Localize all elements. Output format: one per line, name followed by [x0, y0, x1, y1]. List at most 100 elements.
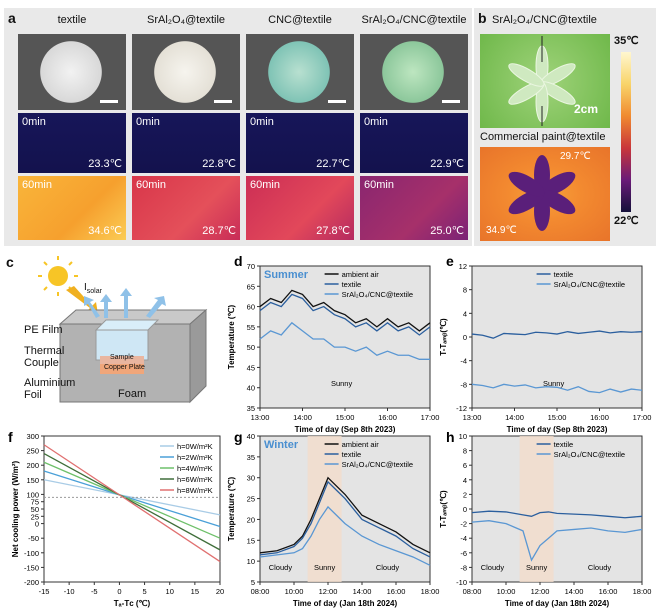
legend-label: textile — [342, 450, 362, 459]
y-tick-label: 35 — [247, 404, 255, 413]
series-line — [259, 293, 431, 336]
legend-label: h=4W/m²K — [177, 464, 213, 473]
y-tick-label: 65 — [247, 282, 255, 291]
temp-label: 22.9℃ — [430, 158, 464, 170]
aluminium-label: Aluminium — [24, 377, 76, 389]
legend-label: textile — [554, 440, 574, 449]
temp-label: 27.8℃ — [316, 225, 350, 237]
x-axis-label: Time of day (Jan 18th 2024) — [505, 599, 610, 608]
time-label: 0min — [364, 116, 388, 128]
annotation: Cloudy — [481, 563, 505, 572]
x-tick-label: 13:00 — [463, 413, 482, 422]
y-axis-label: T-Tₐₘᵦ(℃) — [439, 318, 448, 356]
sunny-band — [307, 436, 342, 582]
scale-bar — [442, 100, 460, 103]
x-tick-label: 14:00 — [565, 587, 584, 596]
x-tick-label: 12:00 — [531, 587, 550, 596]
x-tick-label: 16:00 — [387, 587, 406, 596]
series-line — [471, 330, 643, 339]
panel-label: h — [446, 429, 455, 445]
solar-symbol: I — [84, 282, 87, 293]
x-tick-label: 10:00 — [497, 587, 516, 596]
y-tick-label: 40 — [247, 384, 255, 393]
series-line — [43, 470, 221, 528]
pe-film-label: PE Film — [24, 324, 63, 336]
series-line — [259, 476, 431, 554]
time-label: 0min — [22, 116, 46, 128]
solar-subscript: solar — [86, 288, 102, 295]
legend-label: SrAl₂O₄/CNC@textile — [342, 460, 414, 469]
y-tick-label: 15 — [247, 536, 255, 545]
season-label: Winter — [264, 439, 299, 451]
plot-area — [471, 265, 643, 409]
copper-label: Copper Plate — [104, 364, 145, 371]
y-tick-label: -2 — [460, 520, 467, 529]
y-tick-label: 0 — [463, 333, 467, 342]
x-axis-label: Tₐ-Tᴄ (℃) — [114, 599, 151, 608]
ir-60min-tile: 60min 25.0℃ — [360, 176, 468, 240]
annotation: Sunny — [526, 563, 548, 572]
plot-area — [471, 435, 643, 583]
panel-label: f — [8, 429, 13, 445]
y-tick-label: -50 — [28, 534, 39, 543]
y-tick-label: 10 — [247, 557, 255, 566]
fabric-disc — [149, 36, 221, 108]
x-tick-label: 16:00 — [590, 413, 609, 422]
x-tick-label: 14:00 — [353, 587, 372, 596]
x-tick-label: 12:00 — [319, 587, 338, 596]
x-tick-label: 15:00 — [336, 413, 355, 422]
legend-label: ambient air — [342, 270, 380, 279]
sunny-band — [519, 436, 554, 582]
y-tick-label: 5 — [251, 578, 255, 587]
annotation: Sunny — [331, 379, 353, 388]
fabric-disc — [263, 36, 335, 108]
annotation: Sunny — [543, 379, 565, 388]
series-line — [471, 510, 643, 519]
series-line — [471, 520, 643, 562]
y-tick-label: 10 — [459, 432, 467, 441]
y-tick-label: 20 — [247, 515, 255, 524]
y-tick-label: -200 — [24, 578, 39, 587]
x-tick-label: 08:00 — [463, 587, 482, 596]
x-tick-label: -15 — [39, 587, 50, 596]
x-tick-label: 13:00 — [251, 413, 270, 422]
x-tick-label: 14:00 — [505, 413, 524, 422]
x-tick-label: 14:00 — [293, 413, 312, 422]
y-tick-label: 6 — [463, 461, 467, 470]
ir-0min-tile: 0min 23.3℃ — [18, 113, 126, 173]
panel-a-label: a — [8, 10, 16, 26]
panel-b-top-label: SrAl₂O₄/CNC@textile — [492, 14, 597, 26]
flower-pattern-thermal — [508, 155, 576, 231]
series-line — [471, 383, 643, 394]
photo-tile — [18, 34, 126, 110]
panel-b-thermal-image: 29.7℃ 34.9℃ — [480, 147, 610, 241]
y-tick-label: -4 — [460, 357, 467, 366]
legend-label: h=0W/m²K — [177, 442, 213, 451]
sun-icon — [38, 256, 78, 296]
plot-area — [259, 435, 431, 583]
y-tick-label: 100 — [26, 490, 39, 499]
panel-label: d — [234, 253, 243, 269]
y-tick-label: 2 — [463, 490, 467, 499]
y-tick-label: 25 — [31, 512, 39, 521]
time-label: 60min — [250, 179, 280, 191]
x-tick-label: 18:00 — [421, 587, 440, 596]
ir-0min-tile: 0min 22.7℃ — [246, 113, 354, 173]
temp-label: 28.7℃ — [202, 225, 236, 237]
ir-60min-tile: 60min 27.8℃ — [246, 176, 354, 240]
y-tick-label: 70 — [247, 262, 255, 271]
temp-label: 22.8℃ — [202, 158, 236, 170]
legend-label: SrAl₂O₄/CNC@textile — [554, 450, 626, 459]
ir-0min-tile: 0min 22.9℃ — [360, 113, 468, 173]
foil-label: Foil — [24, 389, 42, 401]
y-tick-label: 300 — [26, 432, 39, 441]
series-line — [43, 461, 221, 539]
x-tick-label: 0 — [117, 587, 121, 596]
panel-c-label: c — [6, 254, 14, 270]
series-line — [259, 289, 431, 332]
series-line — [259, 480, 431, 558]
scale-bar — [100, 100, 118, 103]
panel-b-label: b — [478, 10, 487, 26]
annotation: Cloudy — [588, 563, 612, 572]
